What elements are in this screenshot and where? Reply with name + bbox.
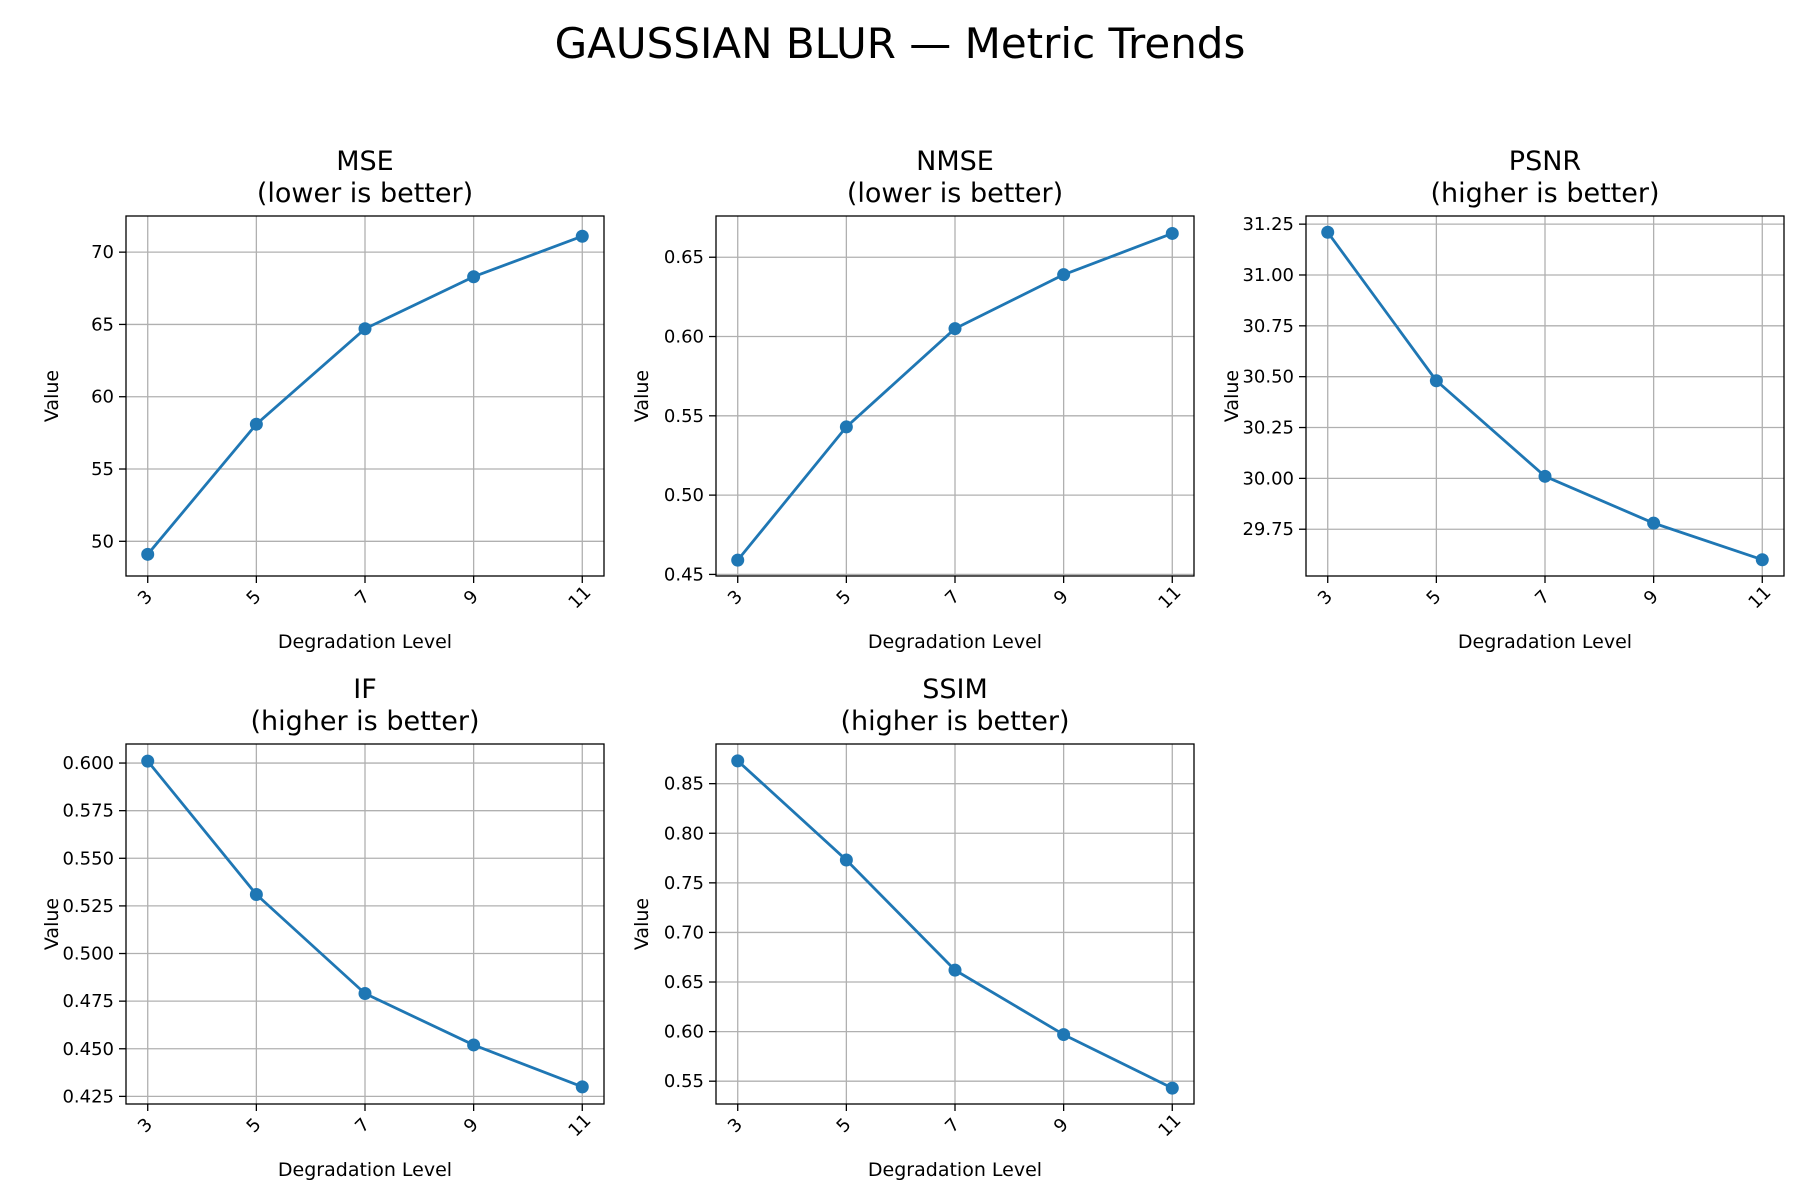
y-tick-label: 0.75 (664, 873, 704, 894)
data-point (948, 322, 962, 336)
data-point (141, 547, 155, 561)
y-tick-label: 29.75 (1242, 519, 1294, 540)
y-tick-label: 50 (91, 531, 114, 552)
y-tick-label: 0.600 (62, 753, 114, 774)
data-point (948, 963, 962, 977)
y-tick-label: 0.60 (664, 327, 704, 348)
subplot-title: (lower is better) (257, 178, 473, 209)
y-tick-label: 30.00 (1242, 468, 1294, 489)
data-point (358, 322, 372, 336)
y-tick-label: 55 (91, 459, 114, 480)
y-tick-label: 0.60 (664, 1022, 704, 1043)
subplot-title: (higher is better) (840, 706, 1069, 737)
subplot-title: MSE (336, 146, 394, 177)
data-point (575, 1080, 589, 1094)
x-axis-label: Degradation Level (868, 631, 1042, 653)
x-axis-label: Degradation Level (278, 631, 452, 653)
y-tick-label: 0.55 (664, 1071, 704, 1092)
data-point (1057, 268, 1071, 282)
data-point (575, 229, 589, 243)
y-tick-label: 0.500 (62, 944, 114, 965)
subplot-5: 3 5 7 9 110.550.600.650.700.750.800.85Degrad… (631, 674, 1195, 1181)
data-point (731, 553, 745, 567)
y-axis-label: Value (1221, 370, 1243, 422)
y-tick-label: 0.550 (62, 848, 114, 869)
data-point (1538, 469, 1552, 483)
data-point (1755, 553, 1769, 567)
data-point (249, 887, 263, 901)
data-point (467, 270, 481, 284)
y-tick-label: 70 (91, 242, 114, 263)
y-tick-label: 0.65 (664, 972, 704, 993)
y-tick-label: 0.425 (62, 1086, 114, 1107)
y-tick-label: 0.45 (664, 564, 704, 585)
data-point (467, 1038, 481, 1052)
data-point (1165, 1081, 1179, 1095)
y-tick-label: 0.55 (664, 406, 704, 427)
subplot-title: IF (353, 674, 377, 705)
y-tick-label: 60 (91, 387, 114, 408)
subplot-title: (lower is better) (847, 178, 1063, 209)
data-point (249, 417, 263, 431)
data-point (839, 420, 853, 434)
y-axis-label: Value (41, 370, 63, 422)
data-point (141, 754, 155, 768)
subplot-title: PSNR (1509, 146, 1581, 177)
subplot-3: 3 5 7 9 1129.7530.0030.2530.5030.7531.0031.2… (1221, 146, 1785, 653)
data-point (1057, 1028, 1071, 1042)
y-axis-label: Value (631, 370, 653, 422)
y-tick-label: 0.575 (62, 801, 114, 822)
x-axis-label: Degradation Level (278, 1159, 452, 1181)
y-tick-label: 30.25 (1242, 418, 1294, 439)
y-tick-label: 0.70 (664, 922, 704, 943)
data-point (1321, 225, 1335, 239)
data-point (1165, 226, 1179, 240)
x-axis-label: Degradation Level (868, 1159, 1042, 1181)
data-point (1429, 374, 1443, 388)
y-tick-label: 0.50 (664, 485, 704, 506)
data-point (358, 987, 372, 1001)
subplot-title: (higher is better) (250, 706, 479, 737)
y-tick-label: 65 (91, 314, 114, 335)
y-tick-label: 0.525 (62, 896, 114, 917)
y-axis-label: Value (41, 898, 63, 950)
y-tick-label: 30.75 (1242, 316, 1294, 337)
subplot-title: SSIM (922, 674, 988, 705)
data-point (839, 853, 853, 867)
y-tick-label: 31.00 (1242, 265, 1294, 286)
y-axis-label: Value (631, 898, 653, 950)
figure-title: GAUSSIAN BLUR — Metric Trends (555, 19, 1246, 68)
y-tick-label: 0.85 (664, 774, 704, 795)
data-point (1647, 516, 1661, 530)
y-tick-label: 30.50 (1242, 367, 1294, 388)
y-tick-label: 31.25 (1242, 214, 1294, 235)
x-axis-label: Degradation Level (1458, 631, 1632, 653)
y-tick-label: 0.80 (664, 823, 704, 844)
y-tick-label: 0.475 (62, 991, 114, 1012)
y-tick-label: 0.65 (664, 247, 704, 268)
subplot-title: (higher is better) (1430, 178, 1659, 209)
data-point (731, 754, 745, 768)
y-tick-label: 0.450 (62, 1039, 114, 1060)
subplot-title: NMSE (916, 146, 994, 177)
